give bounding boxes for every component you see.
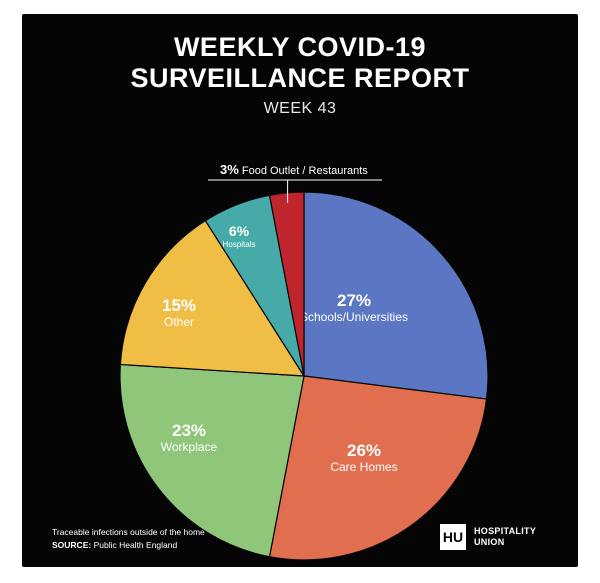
slice-pct-care-homes: 26% — [347, 441, 381, 460]
subtitle-week: WEEK 43 — [263, 100, 337, 117]
slice-pct-schools-universities: 27% — [337, 291, 371, 310]
pie-slice-care-homes — [268, 375, 488, 561]
infographic-poster: WEEKLY COVID-19 SURVEILLANCE REPORT WEEK… — [22, 14, 578, 567]
pie-slice-other — [119, 219, 306, 377]
pie-slice-schools-universities — [303, 191, 489, 400]
title-line-2: SURVEILLANCE REPORT — [130, 63, 470, 93]
callout-food-outlet: 3% Food Outlet / Restaurants — [220, 162, 368, 177]
logo-line-1: HOSPITALITY — [474, 526, 537, 536]
pie-slice-food-outlet — [268, 191, 305, 377]
slice-pct-other: 15% — [162, 296, 196, 315]
pie-chart: 27%Schools/Universities 26%Care Homes 23%W… — [119, 179, 489, 561]
slice-label-care-homes: Care Homes — [330, 460, 397, 474]
slice-pct-hospitals: 6% — [229, 223, 250, 239]
hu-logo-text: HOSPITALITY UNION — [474, 526, 536, 548]
slice-label-food-outlet: Food Outlet / Restaurants — [241, 165, 368, 177]
slice-label-workplace: Workplace — [161, 440, 218, 454]
slice-label-other: Other — [164, 315, 194, 329]
footnote-note: Traceable infections outside of the home — [52, 527, 205, 537]
slice-label-schools-universities: Schools/Universities — [300, 310, 408, 324]
logo-line-2: UNION — [474, 537, 505, 547]
title-line-1: WEEKLY COVID-19 — [173, 32, 427, 62]
slice-pct-food-outlet: 3% — [220, 162, 239, 177]
footnote: Traceable infections outside of the home… — [52, 526, 205, 552]
hu-logo-mark: HU — [440, 524, 466, 550]
pie-slice-workplace — [119, 363, 305, 558]
footnote-source: SOURCE: Public Health England — [52, 539, 205, 552]
slice-label-hospitals: Hospitals — [223, 240, 256, 249]
source-value: Public Health England — [93, 540, 178, 550]
source-label: SOURCE: — [52, 540, 92, 550]
slice-pct-workplace: 23% — [172, 421, 206, 440]
